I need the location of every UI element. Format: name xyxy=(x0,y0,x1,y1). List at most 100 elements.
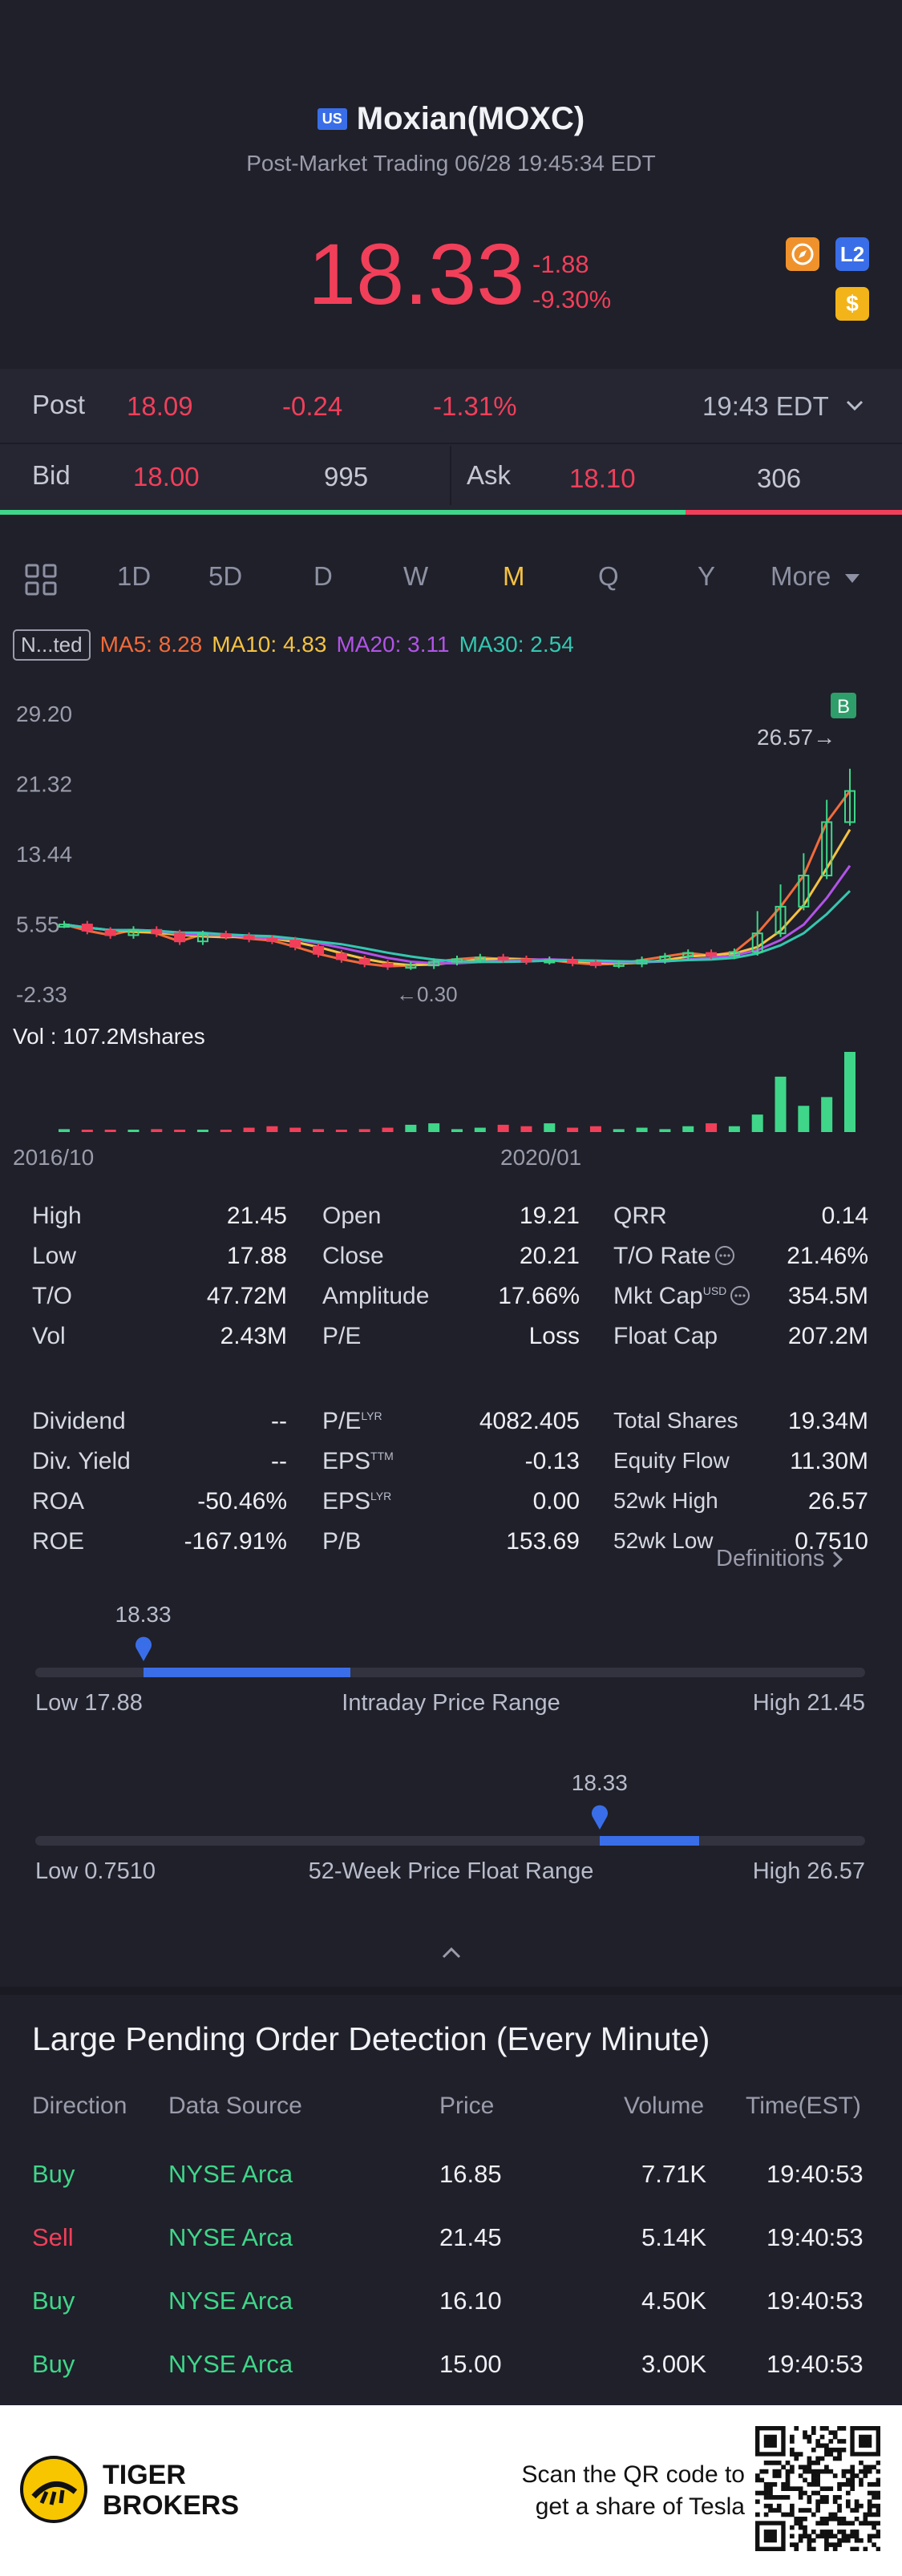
order-time: 19:40:53 xyxy=(766,2287,864,2315)
stat-value: 17.88 xyxy=(226,1243,287,1269)
adjust-button[interactable]: N...ted xyxy=(13,629,91,661)
qr-module xyxy=(759,2469,765,2474)
stat-label-text: T/O Rate xyxy=(613,1243,711,1269)
qr-module xyxy=(837,2447,842,2453)
qr-module xyxy=(781,2512,786,2517)
qr-module xyxy=(824,2542,829,2547)
qr-module xyxy=(807,2495,812,2500)
candle xyxy=(706,952,718,956)
candle xyxy=(775,905,787,935)
qr-module xyxy=(841,2426,847,2431)
qr-module xyxy=(867,2538,872,2543)
qr-module xyxy=(859,2481,864,2487)
caret-down-icon[interactable] xyxy=(845,574,860,583)
qr-module xyxy=(811,2430,816,2436)
tab-more[interactable]: More xyxy=(771,561,831,591)
post-label: Post xyxy=(32,390,86,419)
info-icon[interactable] xyxy=(726,1283,750,1309)
qr-module xyxy=(807,2461,812,2465)
dollar-icon[interactable]: $ xyxy=(835,287,869,321)
qr-module xyxy=(776,2469,782,2474)
definitions-link[interactable]: Definitions xyxy=(716,1546,845,1572)
stat-label[interactable]: Mkt CapUSD xyxy=(613,1283,750,1310)
qr-module xyxy=(845,2503,851,2509)
stat-label: P/E xyxy=(322,1323,361,1350)
candle xyxy=(196,933,208,943)
candle xyxy=(659,956,671,961)
y-tick-label: 13.44 xyxy=(16,842,72,867)
qr-module xyxy=(832,2473,838,2478)
candle xyxy=(59,924,70,928)
qr-module xyxy=(785,2473,791,2478)
volume-bar xyxy=(104,1130,116,1132)
qr-module xyxy=(837,2503,842,2509)
buy-marker-label: B xyxy=(837,696,850,718)
qr-module xyxy=(872,2542,876,2547)
grid-icon[interactable] xyxy=(24,563,58,601)
brand-name-2: BROKERS xyxy=(103,2490,240,2521)
indicator-row: N...ted MA5: 8.28 MA10: 4.83 MA20: 3.11 … xyxy=(13,627,574,662)
chevron-up-icon[interactable] xyxy=(439,1943,463,1965)
qr-module xyxy=(819,2529,825,2534)
qr-module xyxy=(876,2529,880,2534)
qr-module xyxy=(803,2430,807,2436)
qr-module xyxy=(790,2486,795,2491)
qr-module xyxy=(859,2477,864,2483)
order-time: 19:40:53 xyxy=(766,2223,864,2251)
tab-q[interactable]: Q xyxy=(598,561,619,591)
level2-icon[interactable]: L2 xyxy=(835,237,869,271)
qr-module xyxy=(828,2430,834,2436)
volume-bar xyxy=(451,1129,463,1132)
qr-module xyxy=(837,2495,842,2500)
qr-module xyxy=(768,2486,773,2491)
last-price: 18.33 xyxy=(308,225,525,322)
tab-d[interactable]: D xyxy=(313,561,333,591)
qr-module xyxy=(876,2469,880,2474)
qr-module xyxy=(867,2469,872,2474)
stat-label[interactable]: T/O Rate xyxy=(613,1243,735,1270)
post-time[interactable]: 19:43 EDT xyxy=(702,391,829,421)
qr-module xyxy=(837,2538,842,2543)
table-row: Buy NYSE Arca 16.85 7.71K 19:40:53 xyxy=(0,2153,902,2202)
compass-icon[interactable] xyxy=(786,237,819,271)
col-header-source: Data Source xyxy=(168,2093,302,2119)
stat-label: 52wk Low xyxy=(613,1528,714,1554)
tab-m[interactable]: M xyxy=(503,561,525,591)
qr-module xyxy=(828,2512,834,2517)
stat-value: 0.14 xyxy=(821,1203,868,1229)
qr-module xyxy=(863,2516,868,2521)
qr-module xyxy=(776,2503,782,2509)
qr-module xyxy=(867,2499,872,2505)
volume-bar xyxy=(589,1126,601,1132)
tab-y[interactable]: Y xyxy=(698,561,716,591)
info-icon[interactable] xyxy=(711,1243,735,1269)
stat-superscript: TTM xyxy=(370,1450,394,1462)
qr-module xyxy=(854,2546,860,2551)
post-change-pct: -1.31% xyxy=(433,391,517,421)
qr-module xyxy=(798,2521,803,2526)
min-price-label: ←0.30 xyxy=(396,982,458,1006)
tab-1d[interactable]: 1D xyxy=(117,561,152,591)
chevron-down-icon[interactable] xyxy=(843,394,866,421)
volume-bar xyxy=(313,1129,325,1132)
order-source: NYSE Arca xyxy=(168,2223,293,2251)
qr-module xyxy=(790,2503,795,2509)
stat-label-text: T/O xyxy=(32,1283,72,1309)
volume-bar xyxy=(335,1130,347,1132)
volume-bar xyxy=(243,1127,255,1132)
tiger-logo-icon xyxy=(20,2456,87,2523)
qr-module xyxy=(803,2525,807,2530)
intraday-range: 18.33 Low 17.88 Intraday Price Range Hig… xyxy=(0,1595,902,1756)
tab-5d[interactable]: 5D xyxy=(208,561,243,591)
volume-bar xyxy=(520,1126,532,1132)
tab-w[interactable]: W xyxy=(403,561,429,591)
qr-module xyxy=(854,2534,860,2539)
qr-module xyxy=(803,2469,807,2474)
qr-module xyxy=(872,2490,876,2496)
qr-module xyxy=(811,2546,816,2551)
stat-label-text: ROE xyxy=(32,1528,85,1555)
ma20-line xyxy=(63,864,851,964)
candlestick-chart[interactable]: 29.20 21.32 13.44 5.55 -2.33 26.57→ ←0.30 B Vol … xyxy=(0,681,902,1163)
volume-bar xyxy=(127,1130,140,1132)
candle xyxy=(474,956,486,961)
